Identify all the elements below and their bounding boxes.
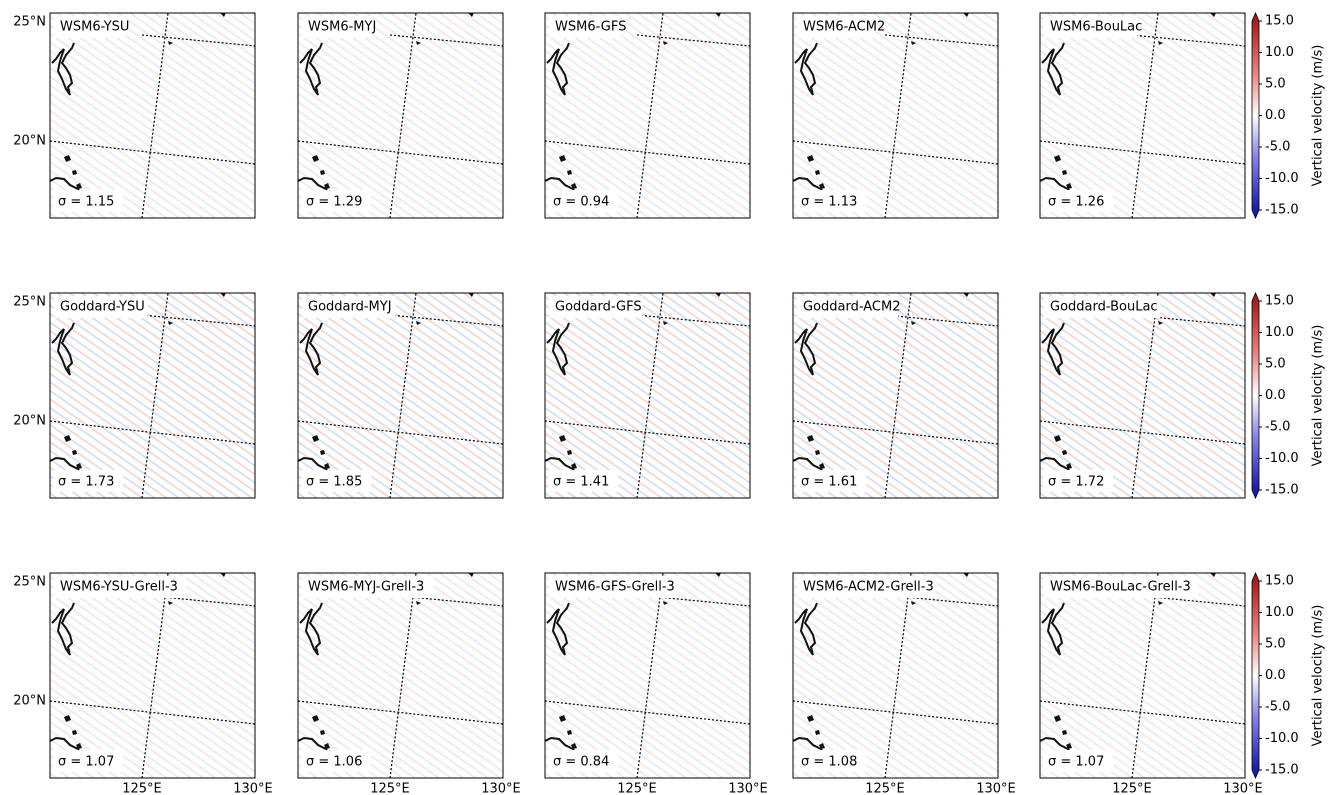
colorbar-extend: [1252, 573, 1259, 581]
panel-title: Goddard-BouLac: [1050, 300, 1158, 315]
colorbar-tick-label: -5.0: [1265, 420, 1290, 435]
panel-title: WSM6-YSU: [60, 20, 129, 35]
sigma-label: σ = 0.94: [553, 195, 609, 210]
sigma-label: σ = 1.61: [801, 475, 857, 490]
colorbar-extend: [1252, 490, 1259, 498]
map-panel: WSM6-BouLac-Grell-3 σ = 1.07: [1040, 573, 1245, 778]
colorbar: [1252, 21, 1259, 210]
colorbar-extend: [1252, 13, 1259, 21]
sigma-label: σ = 1.08: [801, 755, 857, 770]
colorbar-tick-label: -10.0: [1265, 171, 1299, 186]
lon-label: 125°E: [370, 782, 410, 795]
panel-title: WSM6-BouLac-Grell-3: [1050, 580, 1191, 595]
colorbar-tick-label: -5.0: [1265, 140, 1290, 155]
sigma-label: σ = 1.13: [801, 195, 857, 210]
sigma-label: σ = 1.07: [1048, 755, 1104, 770]
colorbar-tick-label: 5.0: [1265, 357, 1286, 372]
sigma-label: σ = 1.07: [58, 755, 114, 770]
panel-title: WSM6-ACM2-Grell-3: [803, 580, 934, 595]
sigma-label: σ = 1.73: [58, 475, 114, 490]
map-panel: Goddard-BouLac σ = 1.72: [1040, 293, 1245, 498]
colorbar-tick-label: 15.0: [1265, 294, 1294, 309]
map-panel: WSM6-BouLac σ = 1.26: [1040, 13, 1245, 218]
lon-label: 125°E: [1112, 782, 1152, 795]
lat-label: 25°N: [13, 15, 46, 30]
colorbar-tick-label: -10.0: [1265, 451, 1299, 466]
colorbar-extend: [1252, 770, 1259, 778]
colorbar-tick-label: 10.0: [1265, 605, 1294, 620]
colorbar-extend: [1252, 210, 1259, 218]
colorbar-tick-label: -10.0: [1265, 731, 1299, 746]
lon-label: 130°E: [1223, 782, 1263, 795]
lat-label: 20°N: [13, 134, 46, 149]
panel-title: Goddard-ACM2: [803, 300, 901, 315]
colorbar: [1252, 581, 1259, 770]
panel-title: WSM6-BouLac: [1050, 20, 1142, 35]
colorbar-tick-label: -5.0: [1265, 700, 1290, 715]
sigma-label: σ = 1.72: [1048, 475, 1104, 490]
colorbar-tick-label: 5.0: [1265, 637, 1286, 652]
map-panel: WSM6-GFS σ = 0.94: [545, 13, 750, 218]
colorbar-tick-label: 0.0: [1265, 108, 1286, 123]
sigma-label: σ = 1.06: [306, 755, 362, 770]
colorbar-label: Vertical velocity (m/s): [1311, 45, 1326, 187]
panel-title: WSM6-ACM2: [803, 20, 885, 35]
lon-label: 125°E: [122, 782, 162, 795]
colorbar-tick-label: 5.0: [1265, 77, 1286, 92]
lon-label: 125°E: [865, 782, 905, 795]
lon-label: 130°E: [233, 782, 273, 795]
lon-label: 125°E: [617, 782, 657, 795]
colorbar-tick-label: 10.0: [1265, 45, 1294, 60]
colorbar-tick-label: 0.0: [1265, 388, 1286, 403]
lat-label: 20°N: [13, 694, 46, 709]
colorbar-tick-label: -15.0: [1265, 203, 1299, 218]
map-panel: Goddard-GFS σ = 1.41: [545, 293, 750, 498]
map-panel: Goddard-ACM2 σ = 1.61: [793, 293, 998, 498]
map-panel: WSM6-ACM2 σ = 1.13: [793, 13, 998, 218]
map-panel: WSM6-MYJ σ = 1.29: [298, 13, 503, 218]
lon-label: 130°E: [976, 782, 1016, 795]
lat-label: 25°N: [13, 295, 46, 310]
panel-title: WSM6-GFS-Grell-3: [555, 580, 675, 595]
map-panel: WSM6-YSU σ = 1.15: [50, 13, 255, 218]
sigma-label: σ = 1.41: [553, 475, 609, 490]
sigma-label: σ = 1.15: [58, 195, 114, 210]
panel-title: WSM6-YSU-Grell-3: [60, 580, 178, 595]
sigma-label: σ = 1.26: [1048, 195, 1104, 210]
colorbar-extend: [1252, 293, 1259, 301]
map-panel: WSM6-GFS-Grell-3 σ = 0.84: [545, 573, 750, 778]
map-panel: WSM6-ACM2-Grell-3 σ = 1.08: [793, 573, 998, 778]
panel-title: WSM6-MYJ: [308, 20, 376, 35]
panel-title: Goddard-YSU: [60, 300, 145, 315]
colorbar-label: Vertical velocity (m/s): [1311, 325, 1326, 467]
panel-title: WSM6-GFS: [555, 20, 626, 35]
panel-title: Goddard-MYJ: [308, 300, 392, 315]
lat-label: 20°N: [13, 414, 46, 429]
figure: WSM6-YSU σ = 1.15 25°N 20°N WSM6-MYJ σ = 1.29…: [0, 0, 1328, 795]
colorbar-tick-label: 0.0: [1265, 668, 1286, 683]
map-panel: WSM6-YSU-Grell-3 σ = 1.07: [50, 573, 255, 778]
lon-label: 130°E: [481, 782, 521, 795]
colorbar-tick-label: 15.0: [1265, 574, 1294, 589]
colorbar-tick-label: 10.0: [1265, 325, 1294, 340]
colorbar: [1252, 301, 1259, 490]
lat-label: 25°N: [13, 575, 46, 590]
colorbar-tick-label: -15.0: [1265, 483, 1299, 498]
lon-label: 130°E: [728, 782, 768, 795]
colorbar-tick-label: -15.0: [1265, 763, 1299, 778]
sigma-label: σ = 1.29: [306, 195, 362, 210]
sigma-label: σ = 1.85: [306, 475, 362, 490]
panel-title: Goddard-GFS: [555, 300, 642, 315]
map-panel: WSM6-MYJ-Grell-3 σ = 1.06: [298, 573, 503, 778]
sigma-label: σ = 0.84: [553, 755, 609, 770]
colorbar-tick-label: 15.0: [1265, 14, 1294, 29]
map-panel: Goddard-MYJ σ = 1.85: [298, 293, 503, 498]
map-panel: Goddard-YSU σ = 1.73: [50, 293, 255, 498]
colorbar-label: Vertical velocity (m/s): [1311, 605, 1326, 747]
panel-title: WSM6-MYJ-Grell-3: [308, 580, 424, 595]
